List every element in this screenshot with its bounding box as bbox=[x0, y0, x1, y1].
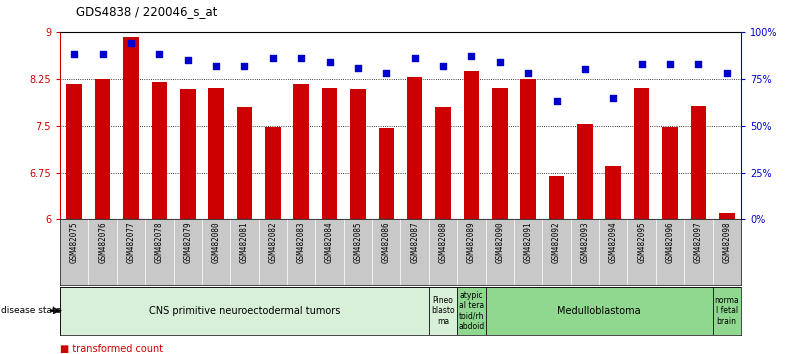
Text: GSM482096: GSM482096 bbox=[666, 222, 674, 263]
Text: GSM482092: GSM482092 bbox=[552, 222, 561, 263]
Bar bbox=[208, 88, 224, 219]
Text: GSM482091: GSM482091 bbox=[524, 222, 533, 263]
Bar bbox=[60, 287, 429, 335]
Point bbox=[663, 61, 676, 67]
Bar bbox=[435, 107, 451, 219]
Point bbox=[68, 52, 81, 57]
Text: GSM482080: GSM482080 bbox=[211, 222, 220, 263]
Bar bbox=[95, 79, 111, 219]
Point bbox=[493, 59, 506, 65]
Point bbox=[238, 63, 251, 68]
Bar bbox=[634, 88, 650, 219]
Bar bbox=[457, 287, 485, 335]
Text: GSM482083: GSM482083 bbox=[296, 222, 306, 263]
Point bbox=[465, 53, 478, 59]
Text: GSM482075: GSM482075 bbox=[70, 222, 78, 263]
Point bbox=[437, 63, 449, 68]
Bar bbox=[464, 71, 479, 219]
Bar bbox=[407, 77, 422, 219]
Point bbox=[96, 52, 109, 57]
Bar bbox=[713, 287, 741, 335]
Bar bbox=[549, 176, 565, 219]
Bar bbox=[265, 127, 280, 219]
Text: Pineo
blasto
ma: Pineo blasto ma bbox=[431, 296, 455, 326]
Point bbox=[550, 98, 563, 104]
Text: GSM482082: GSM482082 bbox=[268, 222, 277, 263]
Point bbox=[153, 52, 166, 57]
Bar bbox=[719, 213, 735, 219]
Bar bbox=[429, 287, 457, 335]
Point bbox=[409, 55, 421, 61]
Bar bbox=[151, 82, 167, 219]
Bar bbox=[379, 127, 394, 219]
Text: GSM482087: GSM482087 bbox=[410, 222, 419, 263]
Text: ■ transformed count: ■ transformed count bbox=[60, 344, 163, 354]
Text: GSM482098: GSM482098 bbox=[723, 222, 731, 263]
Text: GSM482094: GSM482094 bbox=[609, 222, 618, 263]
Point bbox=[720, 70, 733, 76]
Bar bbox=[123, 37, 139, 219]
Point bbox=[635, 61, 648, 67]
Point bbox=[323, 59, 336, 65]
Bar bbox=[293, 84, 309, 219]
Point bbox=[267, 55, 280, 61]
Bar bbox=[322, 88, 337, 219]
Text: GSM482095: GSM482095 bbox=[637, 222, 646, 263]
Text: GSM482093: GSM482093 bbox=[581, 222, 590, 263]
Text: disease state: disease state bbox=[1, 306, 61, 315]
Point bbox=[125, 40, 138, 46]
Text: GSM482076: GSM482076 bbox=[99, 222, 107, 263]
Text: GSM482088: GSM482088 bbox=[439, 222, 448, 263]
Text: CNS primitive neuroectodermal tumors: CNS primitive neuroectodermal tumors bbox=[149, 306, 340, 316]
Bar bbox=[662, 127, 678, 219]
Bar bbox=[577, 124, 593, 219]
Bar bbox=[66, 84, 82, 219]
Text: norma
l fetal
brain: norma l fetal brain bbox=[714, 296, 739, 326]
Point bbox=[521, 70, 534, 76]
Point bbox=[692, 61, 705, 67]
Text: GSM482084: GSM482084 bbox=[325, 222, 334, 263]
Bar bbox=[606, 166, 621, 219]
Point bbox=[607, 95, 620, 101]
Point bbox=[352, 65, 364, 70]
Point bbox=[181, 57, 194, 63]
Bar bbox=[350, 90, 366, 219]
Text: GSM482085: GSM482085 bbox=[353, 222, 362, 263]
Text: GSM482079: GSM482079 bbox=[183, 222, 192, 263]
Bar bbox=[492, 88, 508, 219]
Bar bbox=[690, 105, 706, 219]
Bar bbox=[236, 107, 252, 219]
Bar bbox=[180, 90, 195, 219]
Text: GSM482077: GSM482077 bbox=[127, 222, 135, 263]
Bar bbox=[485, 287, 713, 335]
Point bbox=[578, 67, 591, 72]
Text: GSM482089: GSM482089 bbox=[467, 222, 476, 263]
Point bbox=[295, 55, 308, 61]
Point bbox=[380, 70, 392, 76]
Text: GSM482078: GSM482078 bbox=[155, 222, 164, 263]
Text: GDS4838 / 220046_s_at: GDS4838 / 220046_s_at bbox=[76, 5, 217, 18]
Text: GSM482086: GSM482086 bbox=[382, 222, 391, 263]
Text: GSM482090: GSM482090 bbox=[495, 222, 505, 263]
Bar bbox=[521, 79, 536, 219]
Text: atypic
al tera
toid/rh
abdoid: atypic al tera toid/rh abdoid bbox=[458, 291, 485, 331]
Text: GSM482081: GSM482081 bbox=[240, 222, 249, 263]
Point bbox=[210, 63, 223, 68]
Text: Medulloblastoma: Medulloblastoma bbox=[557, 306, 641, 316]
Text: GSM482097: GSM482097 bbox=[694, 222, 702, 263]
